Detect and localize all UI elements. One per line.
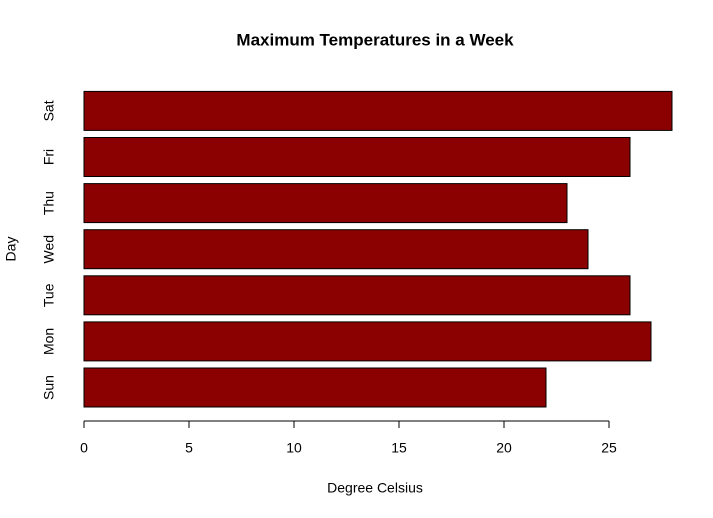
y-tick-label: Fri bbox=[41, 149, 57, 165]
bar bbox=[83, 137, 631, 177]
bar bbox=[83, 90, 673, 131]
y-tick-label: Tue bbox=[41, 283, 57, 307]
bar bbox=[83, 183, 568, 224]
bar bbox=[83, 321, 652, 362]
x-tick-label: 0 bbox=[80, 440, 88, 456]
x-tick-label: 15 bbox=[391, 440, 407, 456]
y-tick-label: Wed bbox=[41, 235, 57, 264]
bar bbox=[83, 367, 547, 408]
chart-title: Maximum Temperatures in a Week bbox=[236, 30, 514, 49]
y-axis-label: Day bbox=[3, 237, 19, 262]
y-tick-label: Mon bbox=[41, 328, 57, 355]
bar bbox=[83, 275, 631, 316]
bar bbox=[83, 229, 589, 270]
y-tick-label: Sat bbox=[41, 100, 57, 121]
x-tick-label: 20 bbox=[496, 440, 512, 456]
x-tick-label: 5 bbox=[185, 440, 193, 456]
x-tick-label: 25 bbox=[601, 440, 617, 456]
x-axis-label: Degree Celsius bbox=[327, 480, 423, 496]
y-tick-label: Sun bbox=[41, 375, 57, 400]
y-tick-label: Thu bbox=[41, 191, 57, 215]
x-tick-label: 10 bbox=[286, 440, 302, 456]
